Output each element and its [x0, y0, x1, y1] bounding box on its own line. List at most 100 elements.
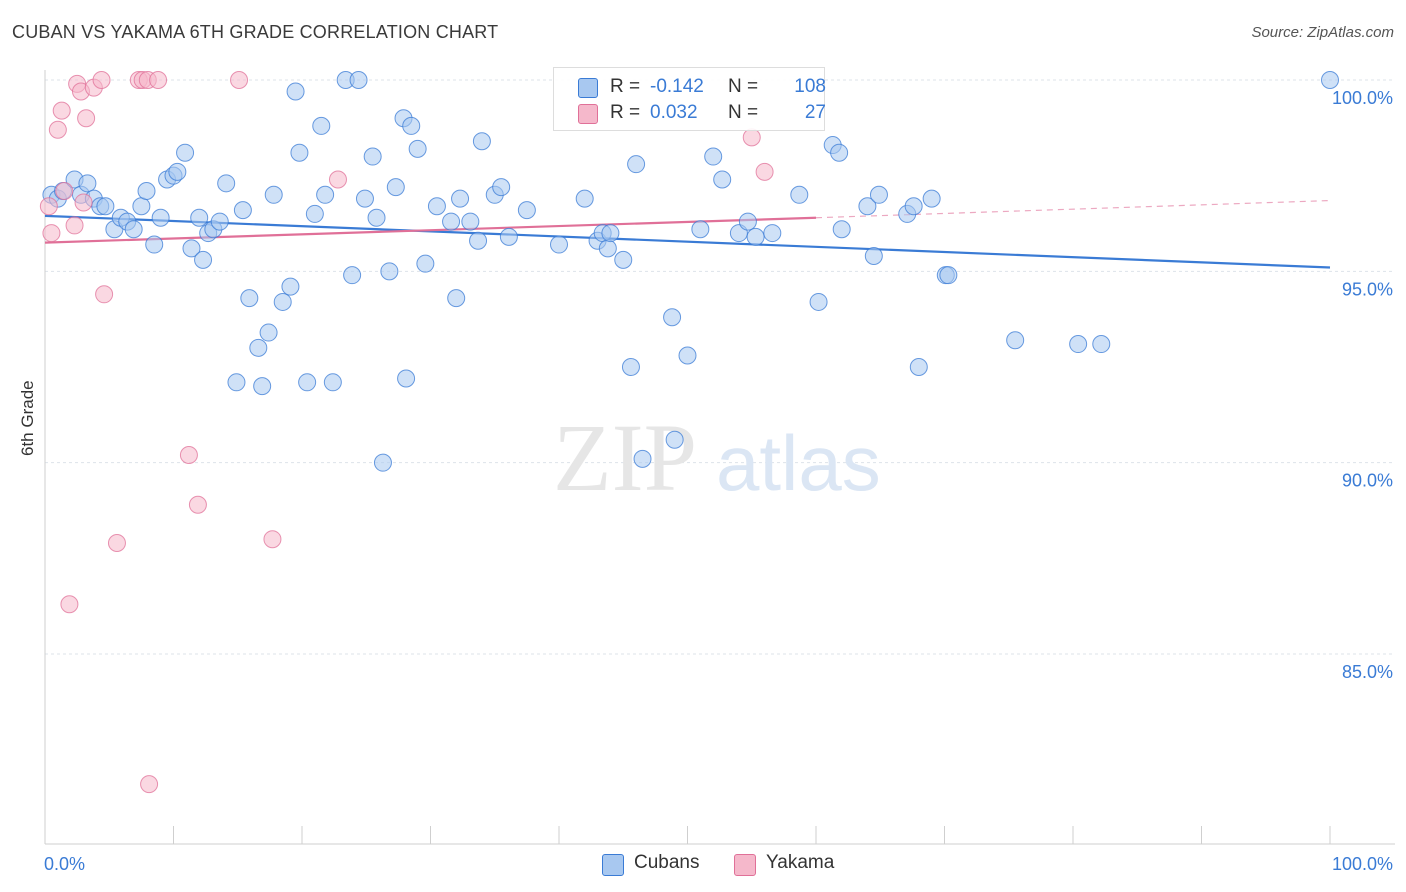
- data-point-yakama: [65, 216, 84, 235]
- axes: [44, 70, 1395, 845]
- data-point-cubans: [575, 189, 594, 208]
- legend-n-label: N =: [728, 102, 759, 123]
- data-point-yakama: [55, 181, 74, 200]
- data-point-cubans: [517, 201, 536, 220]
- data-point-cubans: [939, 266, 958, 285]
- data-point-cubans: [259, 323, 278, 342]
- data-point-cubans: [864, 247, 883, 266]
- data-point-cubans: [713, 170, 732, 189]
- data-point-cubans: [627, 155, 646, 174]
- y-tick-label: 95.0%: [1342, 279, 1393, 299]
- watermark-zip: ZIP: [553, 404, 697, 511]
- data-point-cubans: [96, 197, 115, 216]
- data-point-cubans: [124, 220, 143, 239]
- legend-swatch-cubans: [578, 78, 598, 98]
- data-point-cubans: [176, 143, 195, 162]
- data-point-cubans: [343, 266, 362, 285]
- data-point-cubans: [621, 358, 640, 376]
- data-point-cubans: [355, 189, 374, 208]
- data-point-cubans: [194, 250, 213, 269]
- data-point-cubans: [386, 178, 405, 197]
- y-tick-label: 90.0%: [1342, 471, 1393, 491]
- data-point-cubans: [316, 185, 335, 204]
- data-point-cubans: [367, 208, 386, 227]
- legend-n-value: 27: [804, 102, 826, 123]
- data-point-cubans: [746, 227, 765, 246]
- data-point-cubans: [78, 174, 97, 193]
- data-point-cubans: [305, 204, 324, 223]
- legend-r-value: 0.032: [650, 102, 698, 123]
- data-point-cubans: [145, 235, 164, 254]
- data-point-cubans: [614, 250, 633, 269]
- data-point-yakama: [140, 775, 159, 794]
- data-point-cubans: [809, 292, 828, 311]
- data-point-cubans: [210, 212, 229, 231]
- data-point-cubans: [273, 292, 292, 311]
- data-point-yakama: [107, 534, 126, 553]
- x-tick-label: 0.0%: [44, 854, 85, 874]
- data-point-cubans: [397, 369, 416, 388]
- data-point-cubans: [182, 239, 201, 258]
- data-point-yakama: [60, 595, 79, 614]
- legend-swatch-cubans: [602, 854, 624, 876]
- data-point-yakama: [755, 162, 774, 181]
- legend-r-label: R =: [610, 76, 641, 97]
- data-point-cubans: [601, 224, 620, 243]
- data-point-cubans: [598, 239, 617, 258]
- data-point-cubans: [763, 224, 782, 243]
- legend-label-cubans: Cubans: [634, 852, 700, 873]
- data-point-cubans: [249, 338, 268, 357]
- data-point-cubans: [461, 212, 480, 231]
- data-point-yakama: [328, 170, 347, 189]
- data-point-yakama: [52, 101, 71, 120]
- data-point-cubans: [137, 181, 156, 200]
- data-point-cubans: [451, 189, 470, 208]
- data-point-cubans: [691, 220, 710, 239]
- data-point-cubans: [132, 197, 151, 216]
- data-point-cubans: [227, 373, 246, 392]
- data-point-cubans: [217, 174, 236, 193]
- data-point-cubans: [447, 289, 466, 308]
- data-point-cubans: [233, 201, 252, 220]
- data-point-yakama: [95, 285, 114, 304]
- data-point-cubans: [427, 197, 446, 216]
- legend-n-value: 108: [794, 76, 826, 97]
- data-point-cubans: [832, 220, 851, 239]
- data-point-cubans: [298, 373, 317, 392]
- data-point-cubans: [922, 189, 941, 208]
- data-point-cubans: [373, 453, 392, 472]
- data-point-cubans: [323, 373, 342, 392]
- data-point-cubans: [281, 277, 300, 296]
- data-point-cubans: [312, 116, 331, 135]
- y-tick-label: 85.0%: [1342, 662, 1393, 682]
- data-point-cubans: [858, 197, 877, 216]
- data-point-yakama: [92, 71, 111, 89]
- legend-swatch-yakama: [734, 854, 756, 876]
- chart-title: CUBAN VS YAKAMA 6TH GRADE CORRELATION CH…: [12, 22, 499, 42]
- data-point-cubans: [738, 212, 757, 231]
- data-point-yakama: [742, 128, 761, 147]
- data-point-cubans: [1092, 335, 1111, 354]
- data-point-cubans: [380, 262, 399, 281]
- data-point-cubans: [678, 346, 697, 365]
- data-point-yakama: [42, 224, 61, 243]
- y-tick-label: 100.0%: [1332, 88, 1393, 108]
- legend-r-value: -0.142: [650, 76, 704, 97]
- data-point-cubans: [1069, 335, 1088, 354]
- data-point-cubans: [190, 208, 209, 227]
- data-point-cubans: [1321, 71, 1339, 89]
- data-point-cubans: [492, 178, 511, 197]
- legend-r-label: R =: [610, 102, 641, 123]
- data-point-yakama: [77, 109, 96, 128]
- data-point-cubans: [416, 254, 435, 273]
- data-point-cubans: [904, 197, 923, 216]
- grid-lines: [45, 79, 1395, 655]
- data-points: [39, 71, 1339, 794]
- data-point-yakama: [74, 193, 93, 212]
- data-point-cubans: [408, 139, 427, 158]
- data-point-cubans: [349, 71, 368, 89]
- data-point-cubans: [704, 147, 723, 166]
- data-point-cubans: [472, 132, 491, 151]
- x-tick-label: 100.0%: [1332, 854, 1393, 874]
